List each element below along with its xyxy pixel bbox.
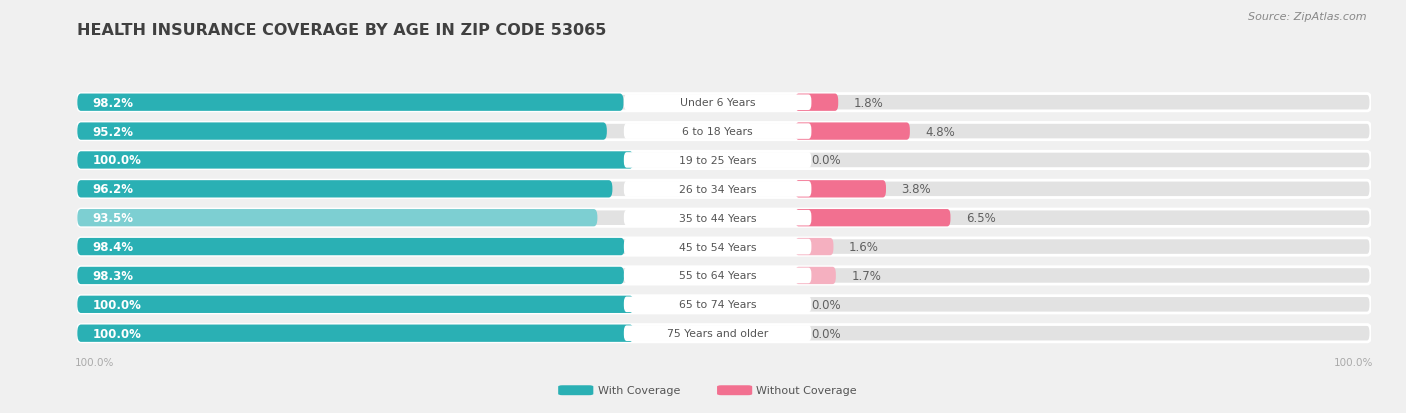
Text: 6.5%: 6.5%: [966, 212, 995, 225]
Text: With Coverage: With Coverage: [598, 385, 681, 395]
Text: 100.0%: 100.0%: [93, 327, 142, 340]
Text: 100.0%: 100.0%: [93, 298, 142, 311]
FancyBboxPatch shape: [77, 238, 1371, 256]
Text: 100.0%: 100.0%: [1334, 357, 1374, 367]
FancyBboxPatch shape: [796, 238, 834, 256]
FancyBboxPatch shape: [77, 238, 624, 256]
FancyBboxPatch shape: [624, 325, 811, 341]
FancyBboxPatch shape: [77, 209, 598, 227]
Text: 0.0%: 0.0%: [811, 298, 841, 311]
Text: 35 to 44 Years: 35 to 44 Years: [679, 213, 756, 223]
FancyBboxPatch shape: [796, 209, 950, 227]
Text: 55 to 64 Years: 55 to 64 Years: [679, 271, 756, 281]
FancyBboxPatch shape: [624, 268, 811, 284]
FancyBboxPatch shape: [796, 123, 910, 140]
FancyBboxPatch shape: [624, 95, 811, 111]
Text: Under 6 Years: Under 6 Years: [681, 98, 755, 108]
Text: 1.6%: 1.6%: [849, 240, 879, 254]
Text: 65 to 74 Years: 65 to 74 Years: [679, 299, 756, 310]
Text: 4.8%: 4.8%: [925, 125, 955, 138]
FancyBboxPatch shape: [796, 94, 838, 112]
FancyBboxPatch shape: [77, 267, 624, 285]
FancyBboxPatch shape: [796, 267, 835, 285]
Text: 98.3%: 98.3%: [93, 269, 134, 282]
Text: 100.0%: 100.0%: [75, 357, 114, 367]
Text: 98.4%: 98.4%: [93, 240, 134, 254]
FancyBboxPatch shape: [77, 267, 1371, 285]
FancyBboxPatch shape: [624, 210, 811, 226]
FancyBboxPatch shape: [77, 94, 1371, 112]
FancyBboxPatch shape: [624, 153, 811, 169]
FancyBboxPatch shape: [624, 297, 811, 312]
FancyBboxPatch shape: [77, 325, 1371, 342]
Text: 95.2%: 95.2%: [93, 125, 134, 138]
Text: Source: ZipAtlas.com: Source: ZipAtlas.com: [1249, 12, 1367, 22]
FancyBboxPatch shape: [624, 182, 811, 197]
Text: 100.0%: 100.0%: [93, 154, 142, 167]
Text: 75 Years and older: 75 Years and older: [666, 328, 768, 338]
Text: 1.8%: 1.8%: [853, 97, 883, 109]
Text: 45 to 54 Years: 45 to 54 Years: [679, 242, 756, 252]
FancyBboxPatch shape: [624, 124, 811, 140]
FancyBboxPatch shape: [796, 181, 886, 198]
Text: 0.0%: 0.0%: [811, 154, 841, 167]
FancyBboxPatch shape: [77, 152, 634, 169]
Text: 98.2%: 98.2%: [93, 97, 134, 109]
FancyBboxPatch shape: [77, 181, 1371, 198]
Text: 26 to 34 Years: 26 to 34 Years: [679, 184, 756, 195]
Text: 6 to 18 Years: 6 to 18 Years: [682, 127, 754, 137]
FancyBboxPatch shape: [77, 123, 607, 140]
Text: Without Coverage: Without Coverage: [756, 385, 858, 395]
FancyBboxPatch shape: [77, 209, 1371, 227]
Text: 3.8%: 3.8%: [901, 183, 931, 196]
Text: 19 to 25 Years: 19 to 25 Years: [679, 156, 756, 166]
FancyBboxPatch shape: [77, 123, 1371, 140]
Text: 93.5%: 93.5%: [93, 212, 134, 225]
FancyBboxPatch shape: [77, 325, 634, 342]
Text: 1.7%: 1.7%: [852, 269, 882, 282]
Text: 0.0%: 0.0%: [811, 327, 841, 340]
FancyBboxPatch shape: [77, 296, 1371, 313]
FancyBboxPatch shape: [77, 181, 613, 198]
FancyBboxPatch shape: [77, 296, 634, 313]
FancyBboxPatch shape: [624, 239, 811, 255]
FancyBboxPatch shape: [77, 94, 623, 112]
FancyBboxPatch shape: [77, 152, 1371, 169]
Text: HEALTH INSURANCE COVERAGE BY AGE IN ZIP CODE 53065: HEALTH INSURANCE COVERAGE BY AGE IN ZIP …: [77, 23, 607, 38]
Text: 96.2%: 96.2%: [93, 183, 134, 196]
